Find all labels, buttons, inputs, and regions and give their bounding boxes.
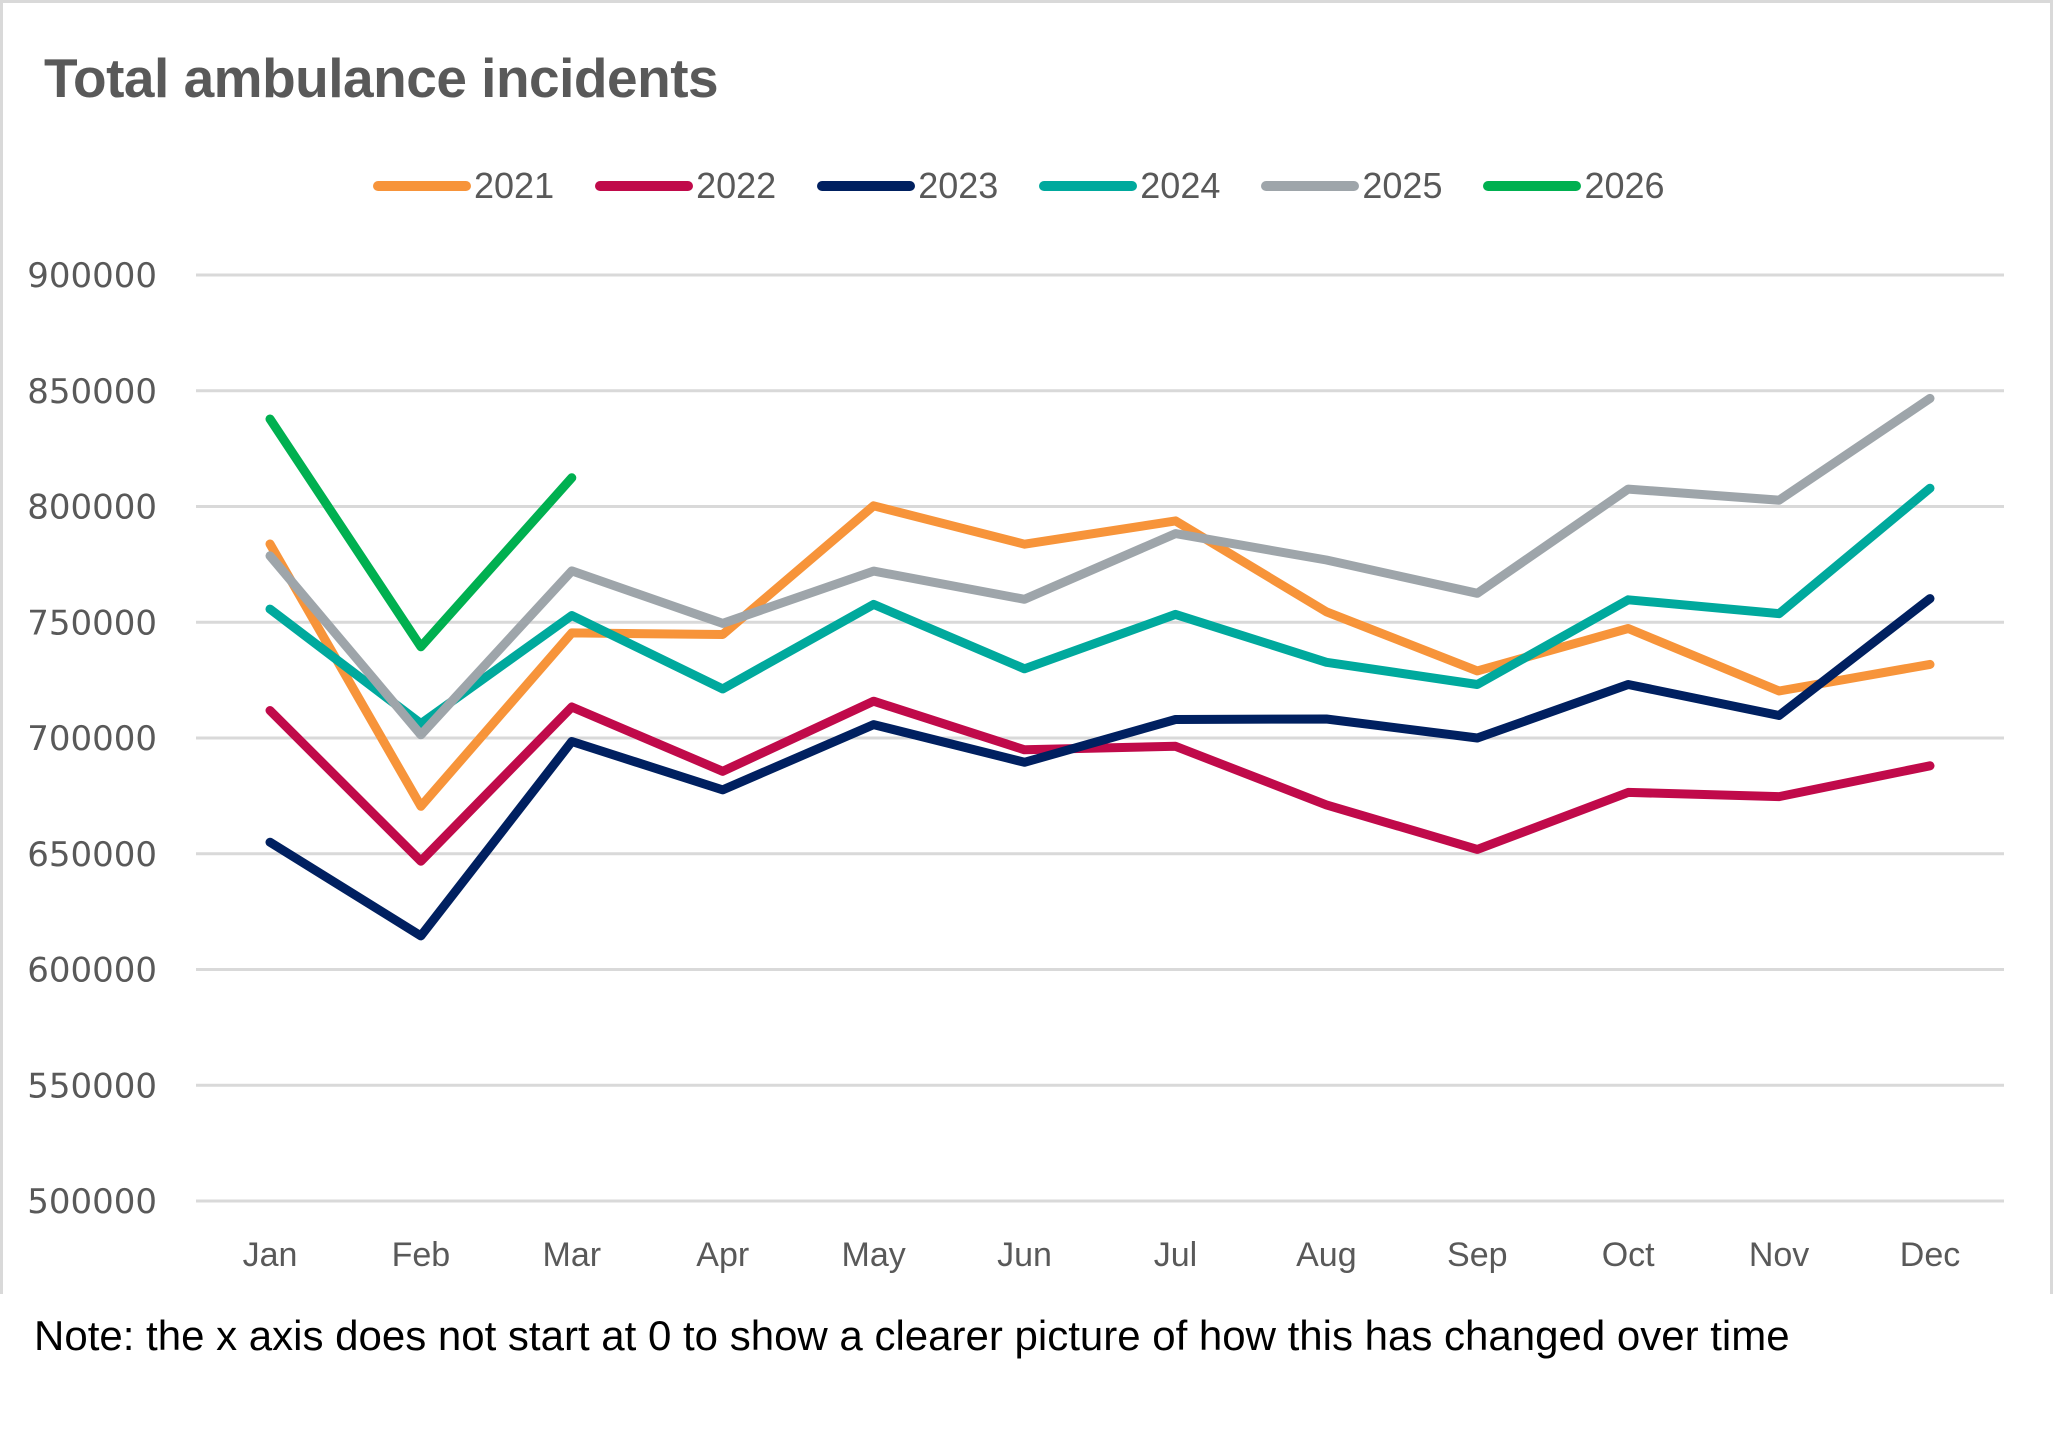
x-tick-label: Jun: [997, 1236, 1052, 1274]
gridlines: [196, 273, 2004, 1203]
x-tick-label: Jul: [1154, 1236, 1197, 1274]
chart-legend: 2021 2022 2023 2024 2025 2026: [373, 160, 1706, 212]
legend-swatch: [373, 181, 471, 191]
series-lines: [265, 393, 1935, 941]
legend-swatch: [1483, 181, 1582, 191]
x-tick-label: Sep: [1447, 1236, 1508, 1274]
x-tick-label: Nov: [1749, 1236, 1809, 1274]
series-line-2026: [265, 414, 577, 652]
x-tick-label: Dec: [1900, 1236, 1960, 1274]
legend-item-2026: 2026: [1483, 165, 1665, 207]
y-axis-tick-labels: 500000 550000 600000 650000 700000 750000 8000…: [27, 256, 157, 1222]
legend-label: 2025: [1362, 165, 1443, 206]
legend-label: 2023: [918, 165, 999, 206]
y-tick-label: 650000: [27, 835, 157, 875]
legend-item-2023: 2023: [817, 165, 998, 207]
y-tick-label: 800000: [27, 488, 157, 528]
legend-swatch: [817, 181, 916, 191]
legend-swatch: [1261, 181, 1360, 191]
series-line-2023: [265, 594, 1935, 941]
y-tick-label: 600000: [27, 951, 157, 991]
legend-label: 2021: [474, 165, 555, 206]
chart-frame: [0, 0, 2053, 1294]
legend-item-2024: 2024: [1039, 165, 1220, 207]
legend-item-2021: 2021: [373, 165, 554, 207]
x-tick-label: May: [842, 1236, 906, 1274]
legend-item-2025: 2025: [1261, 165, 1442, 207]
series-line-2021: [265, 501, 1935, 811]
x-tick-label: Aug: [1296, 1236, 1357, 1274]
chart-note: Note: the x axis does not start at 0 to …: [34, 1312, 1790, 1359]
x-tick-label: Oct: [1602, 1236, 1655, 1274]
legend-label: 2022: [696, 165, 777, 206]
y-tick-label: 500000: [27, 1182, 157, 1222]
y-tick-label: 750000: [27, 603, 157, 643]
y-tick-label: 850000: [27, 372, 157, 412]
legend-item-2022: 2022: [595, 165, 776, 207]
legend-swatch: [1039, 181, 1138, 191]
y-tick-label: 550000: [27, 1066, 157, 1106]
series-line-2025: [265, 393, 1935, 740]
x-tick-label: Apr: [696, 1236, 749, 1274]
chart-title: Total ambulance incidents: [44, 47, 719, 109]
legend-label: 2026: [1584, 165, 1665, 206]
x-tick-label: Mar: [543, 1236, 602, 1274]
series-line-2024: [265, 483, 1935, 729]
series-line-2022: [265, 696, 1935, 866]
y-tick-label: 900000: [27, 256, 157, 296]
legend-label: 2024: [1140, 165, 1221, 206]
x-tick-label: Feb: [392, 1236, 451, 1274]
x-tick-label: Jan: [243, 1236, 298, 1274]
x-axis-tick-labels: Jan Feb Mar Apr May Jun Jul Aug Sep Oct Nov Dec: [243, 1236, 1961, 1274]
y-tick-label: 700000: [27, 719, 157, 759]
legend-swatch: [595, 181, 694, 191]
